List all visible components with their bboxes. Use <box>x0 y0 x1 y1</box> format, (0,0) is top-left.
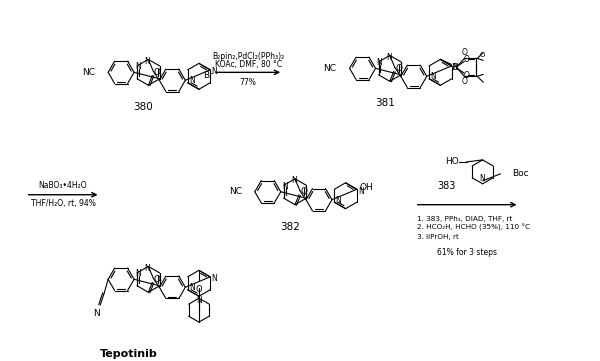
Text: O: O <box>463 71 469 80</box>
Text: O: O <box>395 64 402 73</box>
Text: B: B <box>451 63 457 72</box>
Text: 2. HCO₂H, HCHO (35%), 110 °C: 2. HCO₂H, HCHO (35%), 110 °C <box>417 224 530 231</box>
Text: N: N <box>386 53 392 62</box>
Text: O: O <box>461 48 467 57</box>
Text: N: N <box>93 309 100 318</box>
Text: N: N <box>430 72 436 81</box>
Text: N: N <box>282 182 287 191</box>
Text: N: N <box>480 174 485 183</box>
Text: NC: NC <box>323 64 337 73</box>
Text: Tepotinib: Tepotinib <box>100 349 157 359</box>
Text: O: O <box>154 68 161 77</box>
Text: N: N <box>453 64 458 72</box>
Text: N: N <box>145 264 150 273</box>
Text: THF/H₂O, rt, 94%: THF/H₂O, rt, 94% <box>31 199 95 208</box>
Text: 77%: 77% <box>239 78 257 87</box>
Text: N: N <box>211 274 217 283</box>
Text: N: N <box>211 68 217 76</box>
Text: HO: HO <box>445 157 458 166</box>
Text: N: N <box>196 296 202 305</box>
Text: Boc: Boc <box>512 169 529 178</box>
Text: 61% for 3 steps: 61% for 3 steps <box>437 248 497 257</box>
Text: N: N <box>135 269 141 278</box>
Text: N: N <box>291 176 297 185</box>
Text: N: N <box>358 187 364 196</box>
Text: 383: 383 <box>437 181 456 191</box>
Text: O: O <box>479 52 485 58</box>
Text: N: N <box>135 62 141 71</box>
Text: N: N <box>189 283 194 292</box>
Text: Br: Br <box>203 71 213 80</box>
Text: N: N <box>189 76 194 85</box>
Text: KOAc, DMF, 80 °C: KOAc, DMF, 80 °C <box>215 60 281 69</box>
Text: O: O <box>461 77 467 86</box>
Text: O: O <box>154 275 161 284</box>
Text: 3. iiPrOH, rt: 3. iiPrOH, rt <box>417 234 458 240</box>
Text: NaBO₃•4H₂O: NaBO₃•4H₂O <box>39 181 88 190</box>
Text: N: N <box>145 57 150 66</box>
Text: OH: OH <box>359 183 373 192</box>
Text: O: O <box>301 187 307 196</box>
Text: O: O <box>196 285 202 294</box>
Text: NC: NC <box>82 68 95 77</box>
Text: 382: 382 <box>280 222 300 232</box>
Text: 381: 381 <box>375 98 395 108</box>
Text: 1. 383, PPh₃, DIAD, THF, rt: 1. 383, PPh₃, DIAD, THF, rt <box>417 216 512 222</box>
Text: N: N <box>377 58 382 68</box>
Text: O: O <box>463 55 469 64</box>
Text: B₂pin₂,PdCl₂(PPh₃)₂: B₂pin₂,PdCl₂(PPh₃)₂ <box>212 52 284 61</box>
Text: NC: NC <box>229 187 242 196</box>
Text: N: N <box>335 196 341 205</box>
Text: 380: 380 <box>133 102 153 112</box>
